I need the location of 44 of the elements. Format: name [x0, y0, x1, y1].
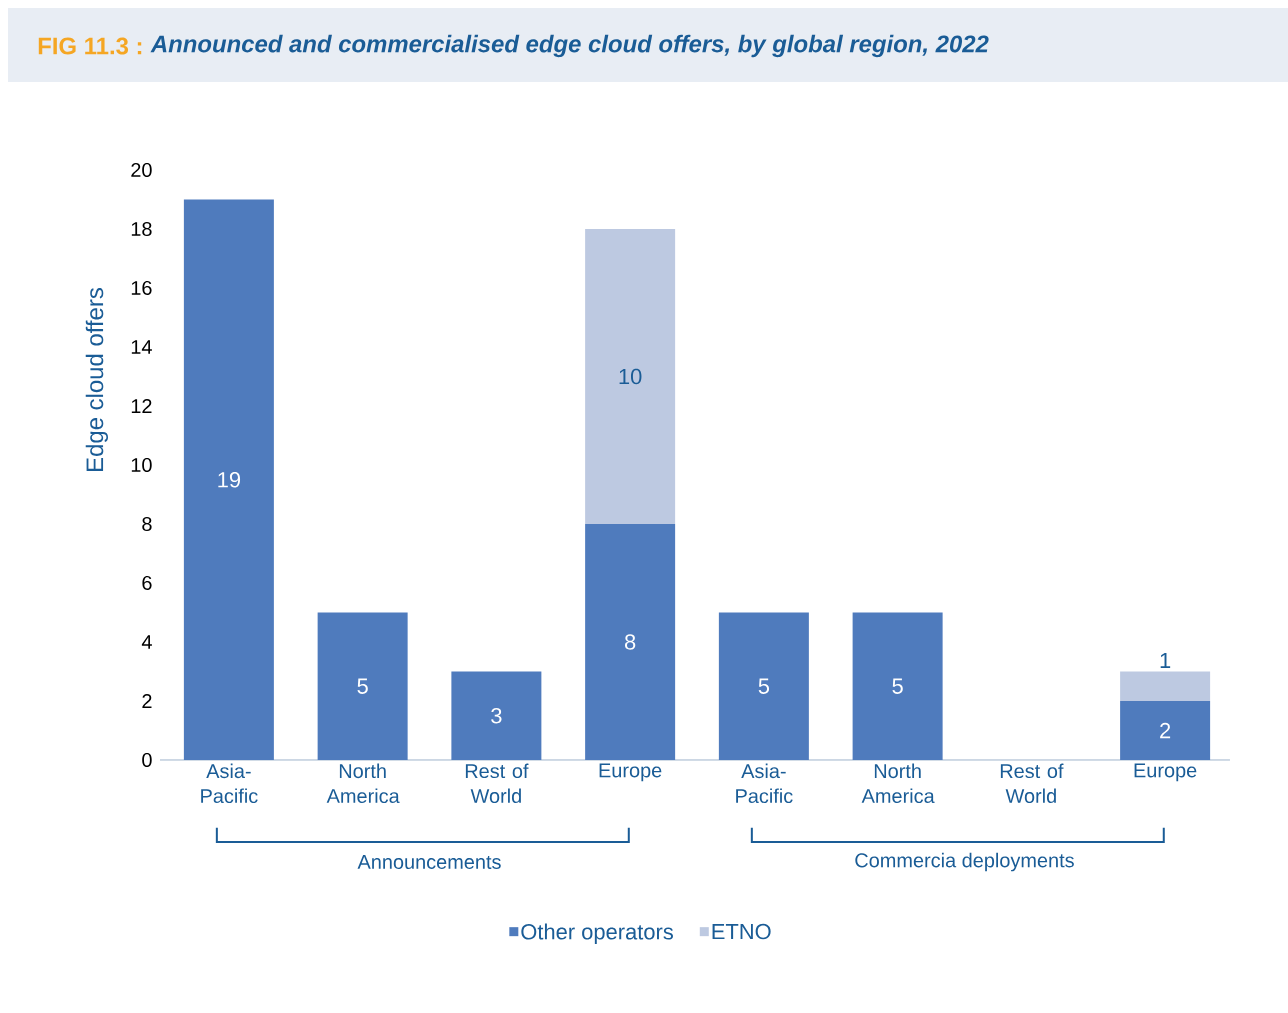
bar [317, 612, 408, 760]
y-tick-label: 8 [142, 516, 152, 532]
x-tick-label: Europe [1134, 763, 1197, 782]
x-tick-label: Rest of World [465, 763, 529, 804]
data-label: 3 [491, 707, 502, 724]
x-tick-label: Asia-Pacific [736, 763, 793, 804]
x-tick-label: Asia-Pacific [201, 763, 258, 804]
chart-title: Announced and commercialised edge cloud offers, by global region, 2022 [150, 34, 989, 58]
legend-label: Other operators [521, 923, 673, 944]
y-tick-label: 14 [131, 340, 152, 354]
bar [585, 228, 676, 524]
data-label: 2 [1160, 722, 1171, 739]
x-tick-label: Rest of World [1000, 763, 1064, 804]
bar [585, 523, 676, 760]
text: Commercia deployments [855, 852, 1074, 872]
text: Announcements [357, 855, 501, 869]
data-label: 5 [892, 678, 903, 694]
y-tick-label: 12 [131, 399, 152, 413]
bar [451, 671, 542, 760]
y-tick-label: 20 [131, 162, 152, 178]
data-label: 5 [758, 678, 770, 694]
bar [183, 199, 274, 760]
data-label: 10 [619, 368, 642, 385]
bar [1120, 671, 1211, 701]
y-tick-label: 0 [142, 752, 152, 768]
y-tick-label: 18 [131, 221, 152, 237]
y-tick-label: 2 [142, 694, 152, 708]
data-label: 19 [218, 471, 241, 488]
y-axis-title: Edge cloud offers [85, 288, 109, 471]
y-tick-label: 6 [142, 575, 152, 591]
caption: FIG 11.3 : [38, 37, 142, 55]
x-tick-label: Europe [599, 763, 662, 782]
y-tick-label: 16 [131, 280, 152, 296]
data-label: 5 [357, 678, 368, 694]
data-label: 8 [624, 634, 636, 650]
x-tick-label: North America [326, 763, 400, 804]
bar [1120, 700, 1211, 760]
legend-label: ETNO [712, 923, 771, 940]
y-tick-label: 4 [141, 635, 152, 649]
x-tick-label: North America [861, 763, 935, 804]
data-label: 1 [1160, 652, 1171, 668]
bar [718, 612, 809, 760]
y-tick-label: 10 [131, 457, 152, 473]
bar [852, 612, 943, 760]
